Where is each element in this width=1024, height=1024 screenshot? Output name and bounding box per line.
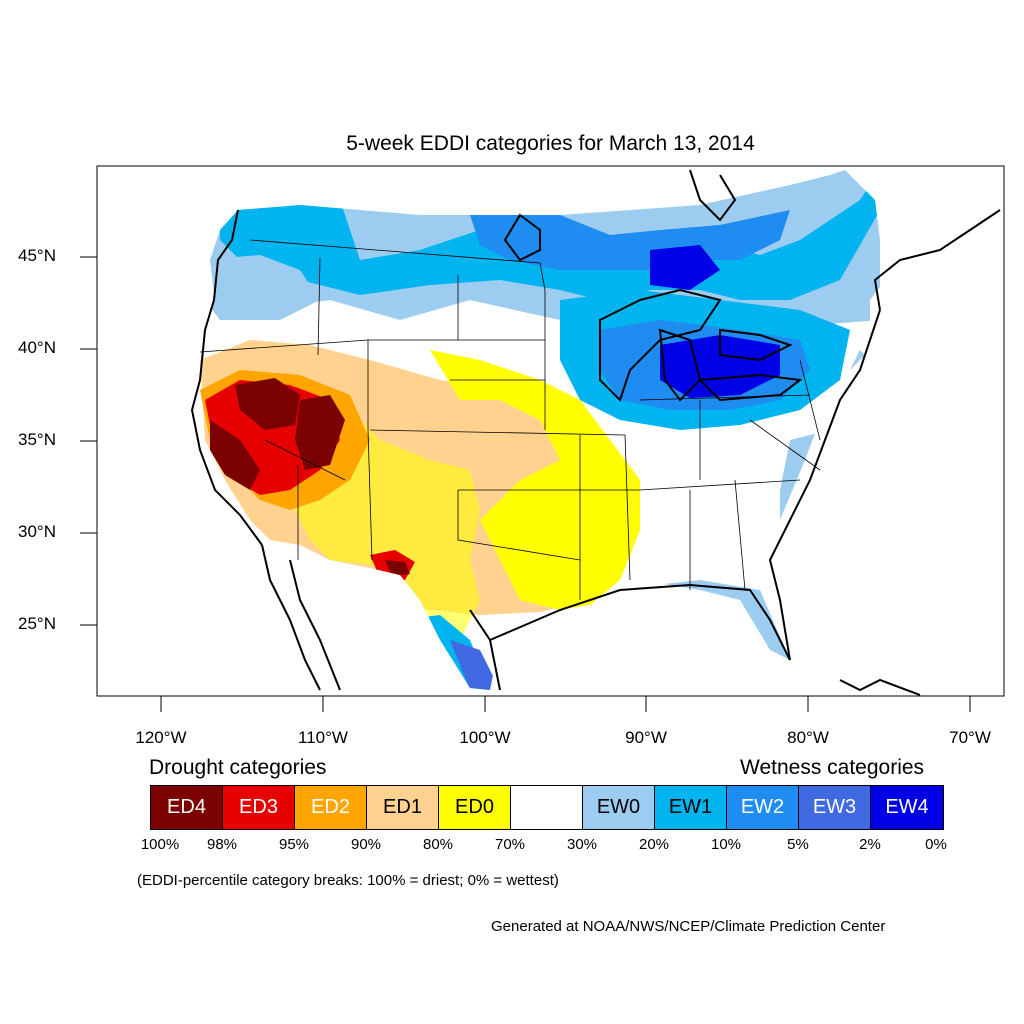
lat-label-30n: 30°N xyxy=(18,522,56,541)
percentile-label: 5% xyxy=(787,836,809,853)
legend-box-neutral xyxy=(511,786,583,829)
lon-label-120w: 120°W xyxy=(135,728,187,747)
lat-label-25n: 25°N xyxy=(18,614,56,633)
coastlines xyxy=(190,169,1001,696)
legend-box-ed1: ED1 xyxy=(367,786,439,829)
percentile-label: 20% xyxy=(638,836,670,853)
legend-box-ed0: ED0 xyxy=(439,786,511,829)
percentile-label: 30% xyxy=(566,836,598,853)
percentile-label: 98% xyxy=(206,836,238,853)
legend-box-ew2: EW2 xyxy=(727,786,799,829)
region-north-ew2 xyxy=(470,210,790,270)
region-southtexas-ew3 xyxy=(450,640,500,690)
lon-label-90w: 90°W xyxy=(625,728,667,747)
region-plains-ed0 xyxy=(430,350,640,610)
drought-heading: Drought categories xyxy=(149,756,327,779)
region-westcoast-ew0 xyxy=(200,255,320,320)
category-note: (EDDI-percentile category breaks: 100% =… xyxy=(137,872,559,889)
wetness-heading: Wetness categories xyxy=(740,756,925,779)
lon-label-80w: 80°W xyxy=(787,728,829,747)
credit-text: Generated at NOAA/NWS/NCEP/Climate Predi… xyxy=(491,918,886,935)
axis-ticks xyxy=(80,256,971,712)
percentile-label: 90% xyxy=(350,836,382,853)
legend-box-ed3: ED3 xyxy=(223,786,295,829)
lat-label-40n: 40°N xyxy=(18,338,56,357)
percentile-label: 2% xyxy=(859,836,881,853)
region-west-ed4 xyxy=(210,378,345,490)
legend-box-ew3: EW3 xyxy=(799,786,871,829)
legend-box-ew4: EW4 xyxy=(871,786,943,829)
legend-box-ed4: ED4 xyxy=(151,786,223,829)
percentile-label: 95% xyxy=(278,836,310,853)
lon-label-70w: 70°W xyxy=(949,728,991,747)
legend-box-ew1: EW1 xyxy=(655,786,727,829)
percentile-label: 70% xyxy=(494,836,526,853)
percentile-label: 100% xyxy=(140,836,180,853)
percentile-label: 0% xyxy=(925,836,947,853)
map-frame xyxy=(96,165,1005,697)
lat-label-35n: 35°N xyxy=(18,430,56,449)
lon-label-110w: 110°W xyxy=(298,728,348,747)
legend-box-ed2: ED2 xyxy=(295,786,367,829)
region-texas-ed4 xyxy=(385,560,410,576)
lon-label-100w: 100°W xyxy=(459,728,511,747)
lat-label-45n: 45°N xyxy=(18,246,56,265)
mexico-land xyxy=(97,540,490,696)
category-legend: ED4 ED3 ED2 ED1 ED0 EW0 EW1 EW2 EW3 EW4 xyxy=(150,785,944,830)
percentile-label: 10% xyxy=(710,836,742,853)
map-title: 5-week EDDI categories for March 13, 201… xyxy=(346,132,755,155)
percentile-label: 80% xyxy=(422,836,454,853)
region-greatlakes-ew4 xyxy=(650,245,780,398)
state-boundaries xyxy=(199,239,821,600)
legend-box-ew0: EW0 xyxy=(583,786,655,829)
